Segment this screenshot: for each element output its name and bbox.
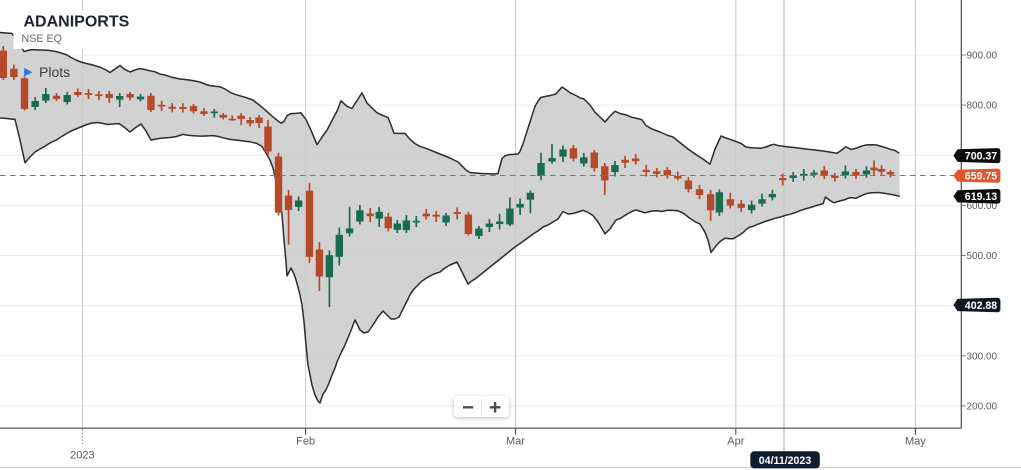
svg-text:500.00: 500.00 [967,251,998,262]
svg-text:Apr: Apr [727,436,744,448]
svg-text:Feb: Feb [296,436,315,448]
svg-text:800.00: 800.00 [967,101,998,112]
svg-text:May: May [905,436,926,448]
svg-text:ADANIPORTS: ADANIPORTS [24,14,130,31]
svg-text:900.00: 900.00 [967,51,998,62]
svg-text:300.00: 300.00 [967,351,998,362]
svg-text:2023: 2023 [70,450,94,462]
svg-text:Mar: Mar [506,436,525,448]
svg-text:NSE EQ: NSE EQ [22,33,62,45]
svg-text:04/11/2023: 04/11/2023 [759,455,812,467]
svg-text:700.37: 700.37 [965,150,998,162]
svg-text:200.00: 200.00 [967,401,998,412]
svg-text:Plots: Plots [39,64,70,80]
svg-text:659.75: 659.75 [965,171,998,183]
svg-text:600.00: 600.00 [967,201,998,212]
svg-text:619.13: 619.13 [965,191,998,203]
svg-text:402.88: 402.88 [965,300,998,312]
